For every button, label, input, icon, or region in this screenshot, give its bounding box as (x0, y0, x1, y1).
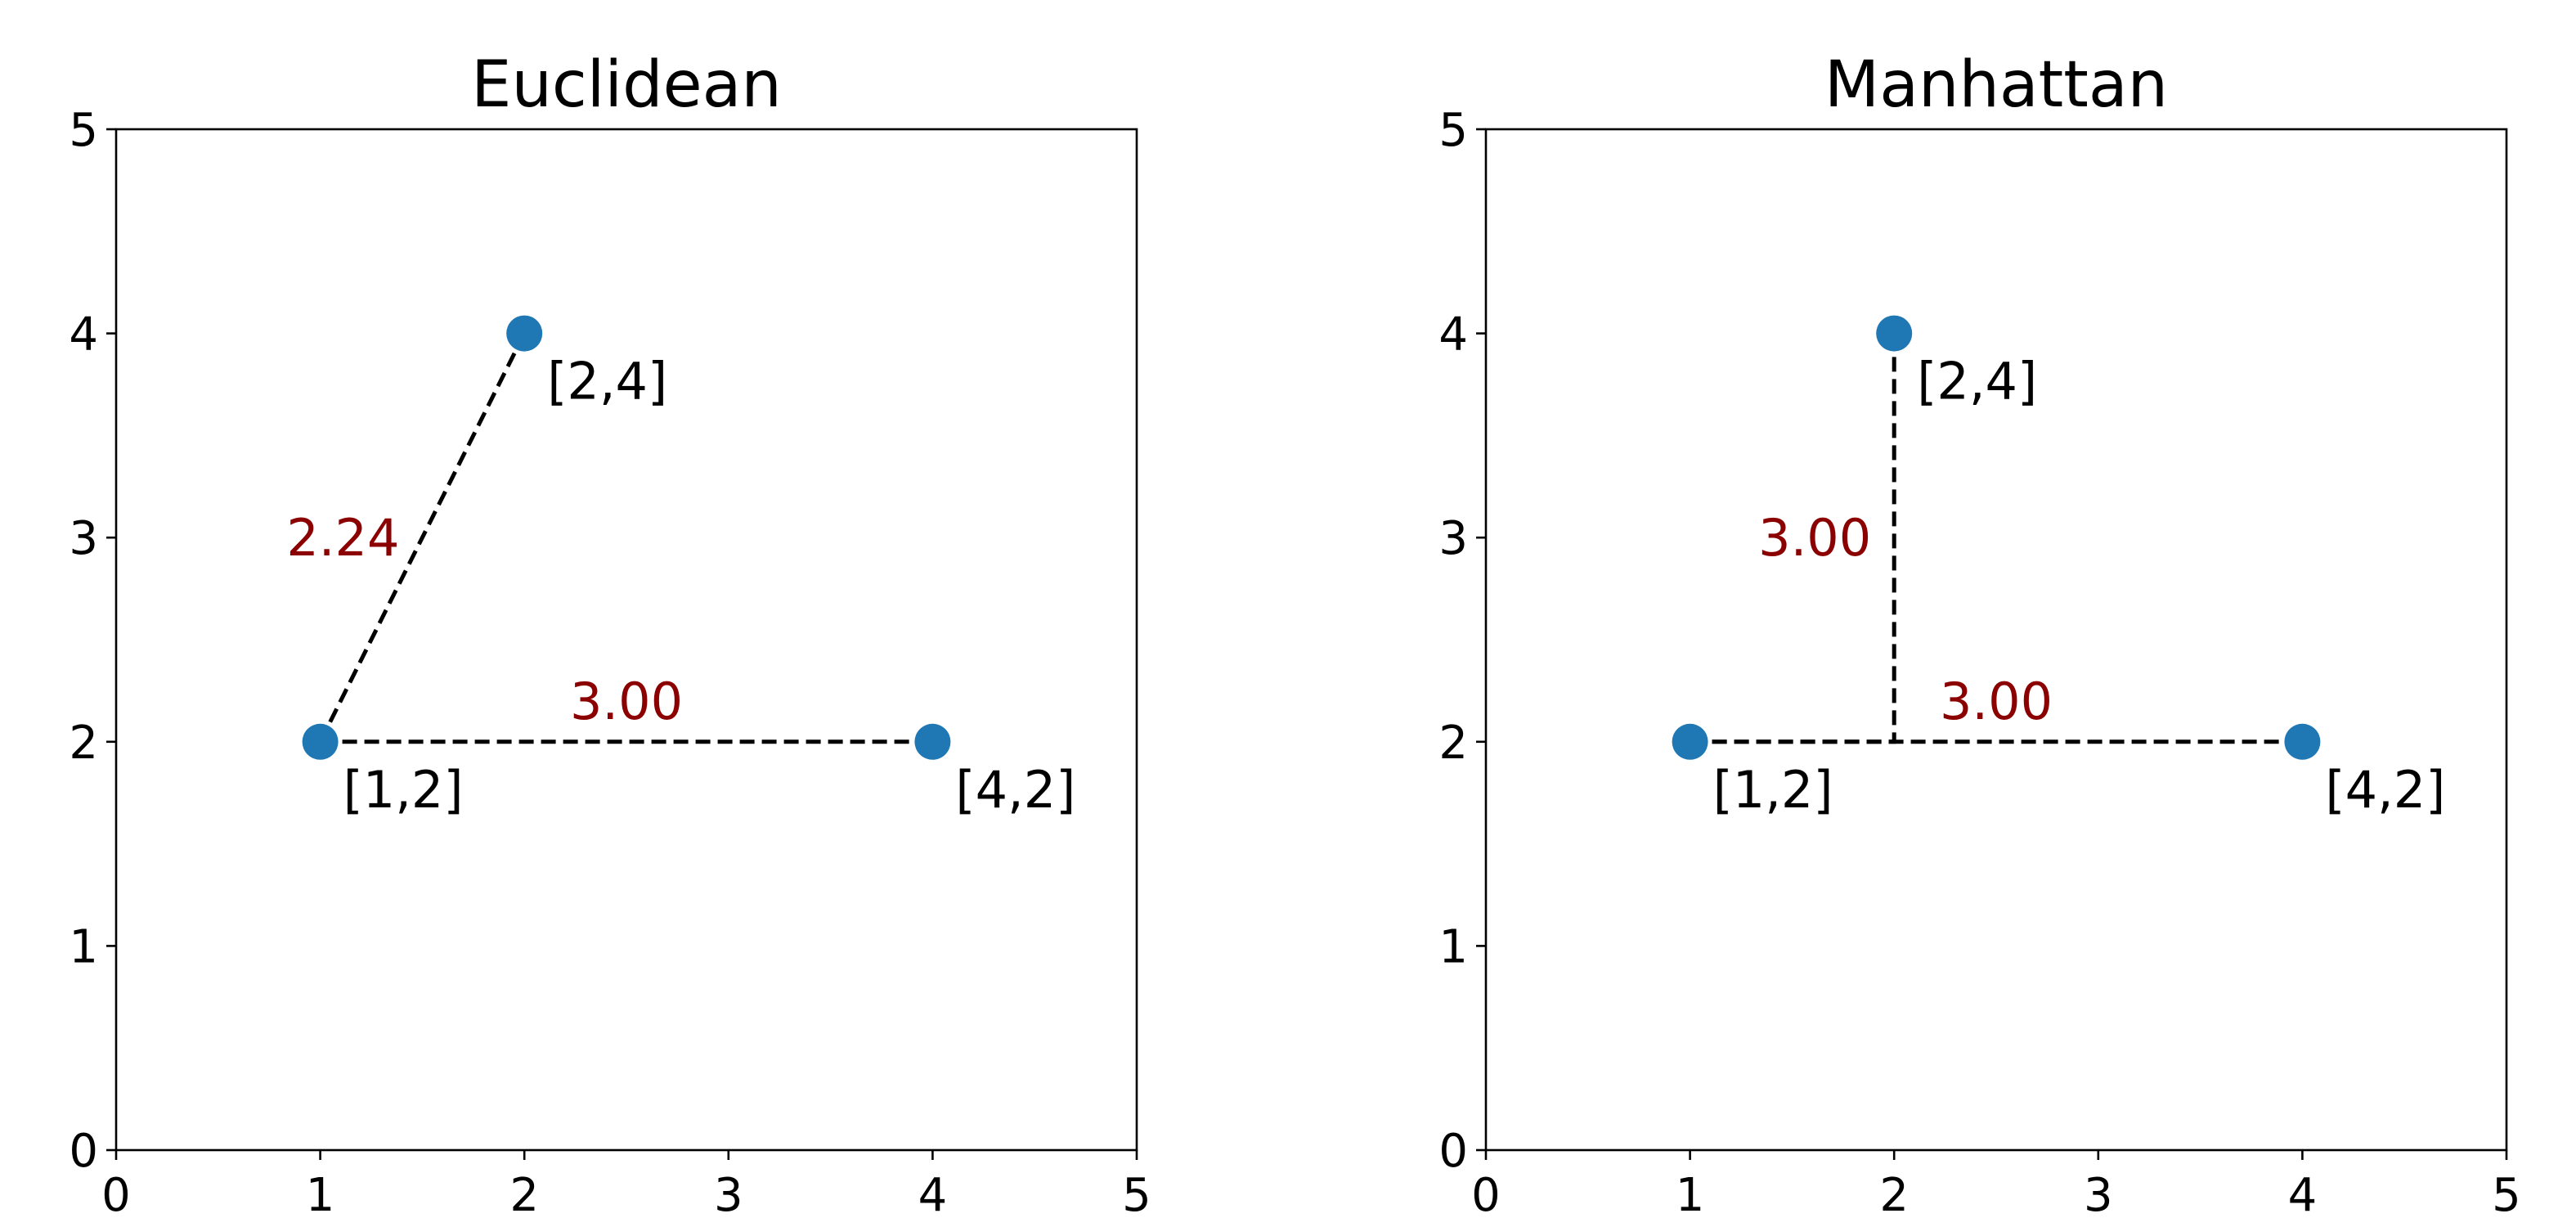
y-tick-label: 2 (1438, 717, 1468, 770)
y-tick-label: 0 (1438, 1125, 1468, 1178)
point-label: [1,2] (1713, 760, 1833, 820)
data-point (1876, 315, 1913, 352)
x-tick-label: 4 (918, 1169, 948, 1222)
y-tick-label: 5 (1438, 104, 1468, 157)
x-tick-label: 1 (1676, 1169, 1705, 1222)
x-tick-label: 1 (306, 1169, 335, 1222)
point-label: [4,2] (955, 760, 1075, 820)
y-tick-label: 4 (1438, 308, 1468, 362)
data-point (1672, 723, 1708, 760)
axes-frame (114, 128, 1138, 1152)
y-tick-label: 1 (1438, 920, 1468, 973)
x-tick-label: 0 (101, 1169, 131, 1222)
x-tick-label: 4 (2288, 1169, 2318, 1222)
point-label: [4,2] (2325, 760, 2445, 820)
y-tick-label: 4 (69, 308, 98, 362)
y-tick-label: 3 (1438, 512, 1468, 565)
data-point (506, 315, 543, 352)
point-label: [1,2] (343, 760, 464, 820)
y-tick-label: 0 (69, 1125, 98, 1178)
distance-label: 3.00 (570, 672, 683, 731)
data-point (302, 723, 339, 760)
y-tick-label: 3 (69, 512, 98, 565)
point-label: [2,4] (547, 352, 667, 411)
manhattan-panel: Manhattan 0 1 2 3 4 5 0 1 2 3 4 5 3.00 3.00 [1,2] [2,4]… (1438, 48, 2520, 1222)
x-tick-label: 5 (1122, 1169, 1151, 1222)
x-tick-label: 3 (2084, 1169, 2113, 1222)
y-tick-label: 2 (69, 717, 98, 770)
distance-segment (318, 332, 527, 743)
data-point (2284, 723, 2321, 760)
distance-label: 2.24 (286, 508, 399, 568)
distance-label: 3.00 (1940, 672, 2053, 731)
data-point (914, 723, 951, 760)
x-tick-label: 0 (1471, 1169, 1501, 1222)
y-tick-label: 5 (69, 104, 98, 157)
x-tick-label: 5 (2492, 1169, 2521, 1222)
x-tick-label: 3 (714, 1169, 743, 1222)
panel-title: Euclidean (471, 48, 782, 122)
x-tick-label: 2 (1879, 1169, 1909, 1222)
axes-frame (1484, 128, 2508, 1152)
y-tick-label: 1 (69, 920, 98, 973)
distance-label: 3.00 (1758, 508, 1871, 568)
x-tick-label: 2 (509, 1169, 539, 1222)
point-label: [2,4] (1917, 352, 2037, 411)
euclidean-panel: Euclidean 0 1 2 3 4 5 0 1 2 3 4 5 2.24 3.00 [1,2] [2,4]… (69, 48, 1151, 1222)
panel-title: Manhattan (1824, 48, 2168, 122)
